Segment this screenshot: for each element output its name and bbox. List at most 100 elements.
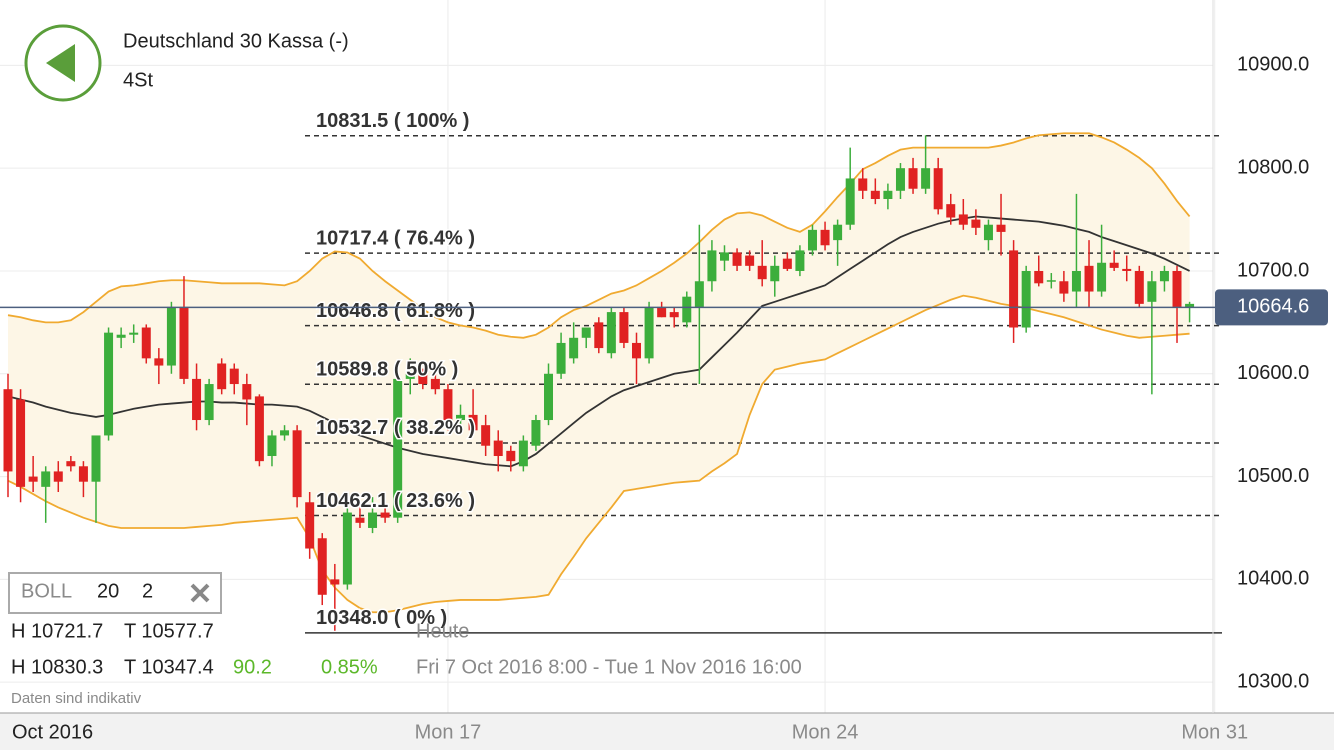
fib-label: 10589.8 ( 50% ) xyxy=(316,359,458,381)
candle-body xyxy=(1059,281,1069,294)
candle-body xyxy=(66,461,76,467)
remove-indicator[interactable] xyxy=(190,583,210,603)
x-tick-label: Mon 24 xyxy=(792,721,859,743)
candle-body xyxy=(996,224,1006,232)
candle-body xyxy=(845,178,855,225)
candle-body xyxy=(858,178,868,191)
candle-body xyxy=(493,440,503,457)
overlay: Deutschland 30 Kassa (-) 4St BOLL 20 2 H… xyxy=(8,24,802,707)
candle-body xyxy=(91,435,101,482)
candle-body xyxy=(569,337,579,359)
x-axis-band xyxy=(0,713,1334,750)
candle-body xyxy=(669,312,679,318)
candle-body xyxy=(229,368,239,385)
candle-body xyxy=(242,384,252,400)
candle-body xyxy=(292,430,302,498)
upper-band xyxy=(7,132,1191,339)
candle-body xyxy=(342,512,352,585)
close-icon[interactable] xyxy=(190,583,210,603)
candle-body xyxy=(330,579,340,585)
x-tick-label: Mon 17 xyxy=(415,721,482,743)
y-tick-label: 10700.0 xyxy=(1237,259,1309,281)
interval: 4St xyxy=(123,69,153,91)
candle-body xyxy=(807,229,817,251)
candle-body xyxy=(1084,265,1094,292)
candle-body xyxy=(1185,303,1195,307)
candle-body xyxy=(544,373,554,421)
candle-body xyxy=(393,378,403,518)
candle-body xyxy=(770,265,780,282)
candle-body xyxy=(732,252,742,266)
low: T 10347.4 xyxy=(124,656,214,678)
candle-body xyxy=(694,281,704,307)
candle-body xyxy=(707,250,717,282)
last-price-box xyxy=(1215,289,1328,326)
last-price-label: 10664.6 xyxy=(1237,296,1309,318)
indicator-box xyxy=(8,572,222,614)
candle-body xyxy=(833,224,843,241)
candle-body xyxy=(28,476,38,482)
candle-body xyxy=(883,190,893,200)
candle-body xyxy=(317,538,327,595)
candle-body xyxy=(946,204,956,218)
y-tick-label: 10400.0 xyxy=(1237,568,1309,590)
candle-body xyxy=(1097,262,1107,292)
x-tick-label: Mon 31 xyxy=(1181,721,1248,743)
candle-body xyxy=(368,512,378,528)
high: H 10830.3 xyxy=(11,656,103,678)
candle-body xyxy=(1009,250,1019,328)
candle-body xyxy=(606,312,616,354)
plot: 10831.5 ( 100% ) 10717.4 ( 76.4% ) 10646.8… xyxy=(0,0,1222,713)
indicator-period: 20 xyxy=(97,580,119,602)
note: Daten sind indikativ xyxy=(11,690,142,707)
candle-body xyxy=(958,214,968,225)
fib-label: 10646.8 ( 61.8% ) xyxy=(316,300,475,322)
candle-body xyxy=(166,306,176,366)
candle-body xyxy=(104,332,114,436)
candle-body xyxy=(405,373,415,379)
today: Heute xyxy=(416,620,469,642)
range: Fri 7 Oct 2016 8:00 - Tue 1 Nov 2016 16:… xyxy=(416,656,802,678)
candle-body xyxy=(719,252,729,261)
back-button[interactable] xyxy=(24,24,102,102)
bands-high: H 10721.7 xyxy=(11,620,103,642)
candle-body xyxy=(782,258,792,269)
candle-body xyxy=(305,502,315,549)
candle-body xyxy=(1147,281,1157,302)
fib-label: 10717.4 ( 76.4% ) xyxy=(316,227,475,249)
candle-body xyxy=(1034,270,1044,284)
candle-body xyxy=(116,334,126,338)
candle-body xyxy=(1046,280,1056,282)
candle-body xyxy=(1071,270,1081,292)
candle-body xyxy=(632,342,641,359)
y-tick-label: 10800.0 xyxy=(1237,156,1309,178)
back-arrow[interactable] xyxy=(46,44,75,82)
y-tick-label: 10500.0 xyxy=(1237,465,1309,487)
fib-label: 10532.7 ( 38.2% ) xyxy=(316,417,475,439)
candle-body xyxy=(933,168,943,210)
candle-body xyxy=(1122,268,1132,271)
candle-body xyxy=(129,332,139,335)
fib-label: 10348.0 ( 0% ) xyxy=(316,607,447,629)
candle-body xyxy=(380,512,390,518)
candle-body xyxy=(657,306,667,318)
candle-body xyxy=(644,306,654,359)
candle-body xyxy=(1159,270,1169,282)
candle-body xyxy=(619,312,629,343)
y-tick-label: 10600.0 xyxy=(1237,362,1309,384)
candle-body xyxy=(217,363,227,390)
fib-label: 10462.1 ( 23.6% ) xyxy=(316,490,475,512)
candle-body xyxy=(971,219,981,228)
candle-body xyxy=(254,396,264,462)
candle-body xyxy=(895,168,905,191)
candle-body xyxy=(355,517,365,523)
candle-body xyxy=(53,471,63,482)
candle-body xyxy=(870,190,880,200)
candle-body xyxy=(192,378,202,421)
candle-body xyxy=(41,471,51,487)
candle-body xyxy=(3,389,13,472)
candle-body xyxy=(506,450,516,462)
lower-band xyxy=(7,294,1190,614)
change: 90.2 xyxy=(233,656,272,678)
